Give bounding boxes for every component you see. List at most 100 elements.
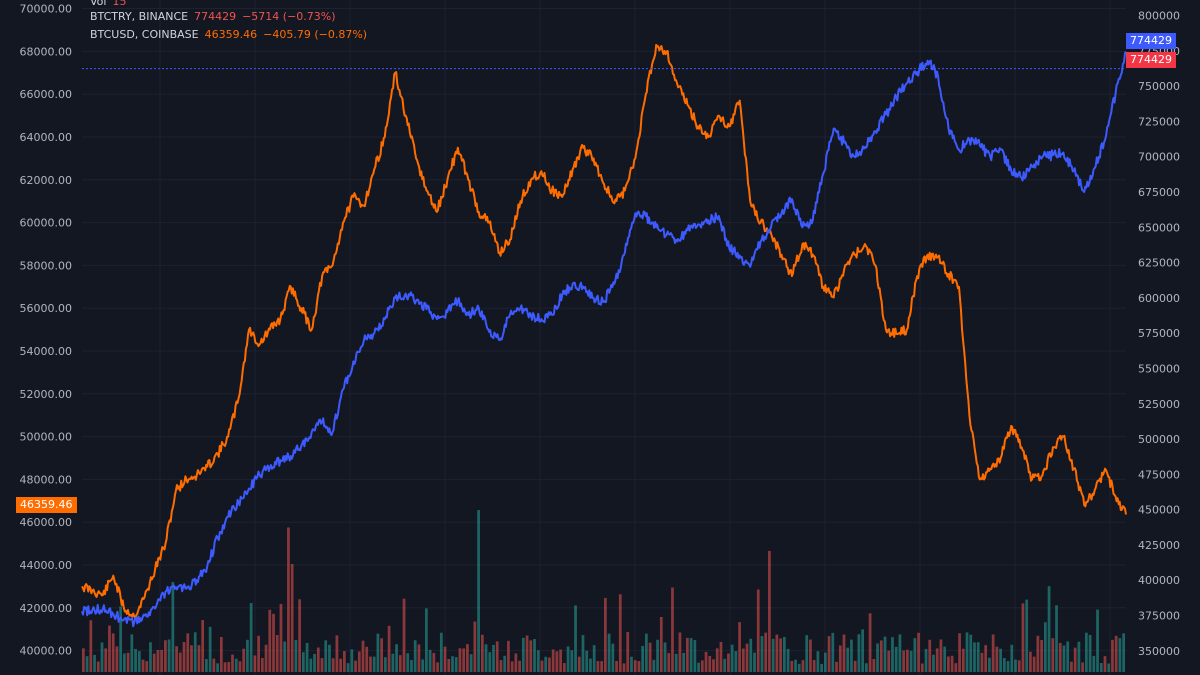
- y-left-tick-label: 68000.00: [20, 45, 73, 58]
- volume-bar: [425, 608, 428, 672]
- volume-bar: [973, 642, 976, 672]
- volume-bar: [1047, 586, 1051, 672]
- volume-bar: [182, 642, 186, 672]
- volume-bar: [104, 648, 108, 672]
- legend-btctry-last: 774429: [194, 10, 237, 23]
- volume-bar: [85, 656, 89, 672]
- volume-bar: [630, 656, 633, 672]
- volume-bar: [391, 653, 395, 672]
- volume-bar: [93, 654, 96, 672]
- y-left-tick-label: 52000.00: [20, 388, 73, 401]
- volume-bar: [178, 652, 182, 672]
- volume-bar: [447, 658, 451, 672]
- volume-bar: [492, 644, 495, 672]
- volume-bar: [645, 633, 648, 672]
- volume-bar: [417, 644, 421, 672]
- volume-bar: [600, 661, 603, 672]
- volume-bar: [540, 660, 544, 672]
- volume-bar: [246, 639, 249, 672]
- volume-bar: [115, 646, 119, 672]
- volume-bar: [592, 645, 596, 672]
- volume-bar: [350, 649, 354, 672]
- volume-bar: [320, 658, 324, 672]
- volume-bar: [1077, 641, 1081, 672]
- volume-bar: [827, 636, 831, 672]
- volume-bar: [969, 634, 973, 672]
- volume-bar: [529, 640, 533, 672]
- volume-bar: [906, 649, 909, 672]
- volume-bar: [671, 587, 674, 672]
- volume-bar: [682, 652, 686, 672]
- volume-bar: [574, 605, 577, 672]
- volume-bar: [1092, 655, 1096, 672]
- volume-bar: [432, 652, 436, 672]
- volume-bar: [402, 598, 406, 672]
- volume-bar: [902, 650, 906, 672]
- volume-bar: [727, 653, 730, 672]
- legend-btctry-label: BTCTRY, BINANCE: [90, 10, 189, 23]
- volume-bar: [1103, 656, 1107, 672]
- volume-bar: [253, 655, 257, 672]
- volume-bar: [1051, 638, 1055, 672]
- volume-bar: [503, 655, 507, 672]
- volume-bar: [958, 633, 961, 672]
- volume-bar: [976, 642, 980, 672]
- volume-bar: [782, 636, 786, 672]
- volume-bar: [771, 638, 775, 672]
- volume-bar: [186, 633, 190, 672]
- volume-bar: [920, 663, 924, 672]
- volume-bar: [745, 643, 749, 672]
- volume-bar: [507, 640, 510, 672]
- volume-bar: [152, 653, 156, 672]
- volume-bar: [328, 644, 331, 672]
- volume-bar: [380, 638, 384, 672]
- volume-bar: [167, 639, 171, 672]
- volume-bar: [835, 661, 838, 672]
- volume-bar: [693, 640, 697, 672]
- volume-bar: [857, 634, 861, 672]
- volume-bar: [283, 641, 287, 672]
- volume-bar: [816, 651, 820, 672]
- volume-bar: [734, 651, 738, 672]
- volume-bar: [648, 642, 652, 672]
- volume-bar: [764, 632, 768, 672]
- volume-bar: [872, 659, 876, 672]
- volume-bar: [234, 658, 238, 672]
- volume-bar: [768, 550, 771, 672]
- volume-bar: [480, 634, 484, 672]
- volume-bar: [272, 613, 275, 672]
- volume-bar: [641, 645, 645, 672]
- volume-bar: [570, 650, 574, 672]
- volume-bar: [227, 661, 231, 672]
- volume-bar: [913, 638, 917, 672]
- volume-bar: [1040, 639, 1043, 672]
- volume-bar: [156, 649, 160, 672]
- volume-bar: [100, 642, 104, 672]
- volume-bar: [965, 632, 969, 672]
- y-right-tick-label: 350000: [1138, 645, 1180, 658]
- volume-bar: [794, 659, 797, 672]
- volume-bar: [346, 663, 350, 672]
- volume-bar: [559, 649, 562, 672]
- volume-bar: [611, 643, 615, 672]
- volume-bar: [689, 638, 693, 672]
- volume-bar: [171, 582, 175, 672]
- volume-bar: [708, 655, 712, 672]
- volume-bar: [760, 636, 764, 672]
- volume-bar: [686, 637, 689, 672]
- volume-bar: [663, 642, 667, 672]
- volume-bar: [1107, 663, 1111, 672]
- volume-bar: [1099, 663, 1103, 672]
- volume-bar: [190, 645, 193, 672]
- volume-bar: [678, 632, 682, 672]
- volume-bar: [108, 625, 111, 672]
- volume-bar: [898, 634, 902, 672]
- y-right-tick-label: 600000: [1138, 292, 1180, 305]
- volume-bar: [950, 655, 954, 672]
- volume-bar: [790, 660, 794, 672]
- volume-bar: [961, 648, 965, 672]
- volume-bar: [499, 660, 503, 672]
- volume-bar: [1029, 651, 1032, 672]
